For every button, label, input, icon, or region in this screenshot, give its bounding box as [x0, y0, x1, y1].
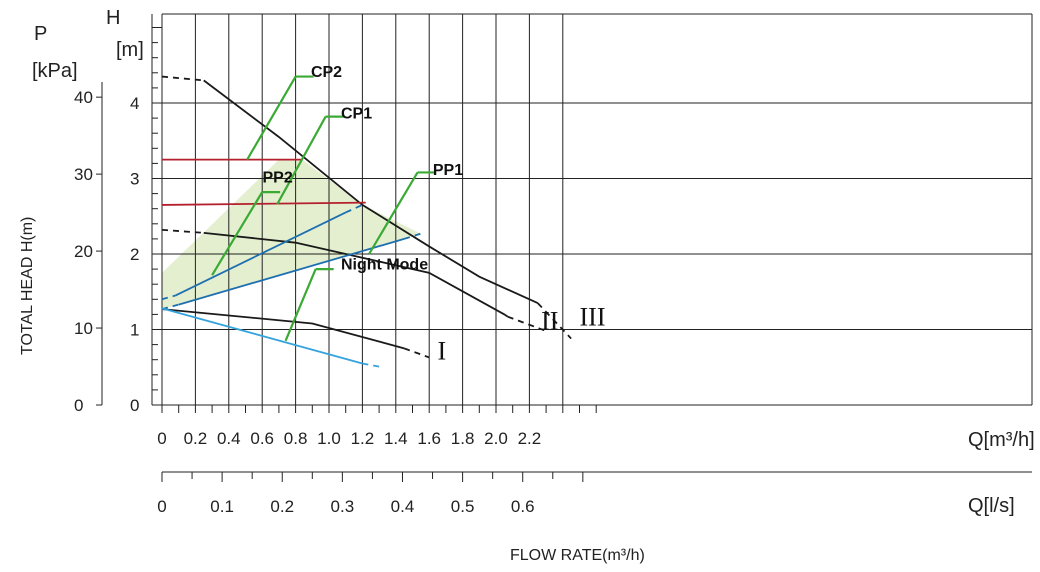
- x-primary-axis-label: Q[m³/h]: [968, 429, 1035, 451]
- series-night-mode-line: [161, 307, 363, 365]
- x-secondary-tick-label: 0.4: [391, 497, 415, 516]
- annotation-night-mode-leader: [284, 268, 317, 342]
- x-primary-tick-label: 1.4: [384, 429, 408, 448]
- operating-region: [162, 159, 421, 310]
- annotation-cp1-leader: [276, 116, 327, 205]
- annotation-cp2-label: CP2: [311, 64, 342, 81]
- x-primary-tick-label: 0: [157, 429, 166, 448]
- y-axis-title: TOTAL HEAD H(m): [19, 217, 36, 355]
- x-secondary-tick-label: 0.5: [451, 497, 475, 516]
- head-axis-unit: [m]: [116, 39, 144, 61]
- series-ii-dashed-segment: [161, 228, 204, 234]
- series-ii-line: [203, 231, 509, 318]
- x-secondary-tick-label: 0.2: [270, 497, 294, 516]
- x-axis-title: FLOW RATE(m³/h): [510, 547, 645, 564]
- pressure-tick-label: 10: [74, 319, 93, 338]
- annotation-pp1-leader: [368, 171, 419, 255]
- head-tick-label: 3: [130, 170, 139, 189]
- x-primary-tick-label: 1.2: [351, 429, 375, 448]
- curve-label-ii: II: [541, 307, 558, 336]
- x-secondary-tick-label: 0.3: [331, 497, 355, 516]
- series-iii-dashed-segment: [161, 75, 204, 82]
- head-tick-label: 1: [130, 321, 139, 340]
- curve-label-i: I: [438, 337, 447, 366]
- series-cp1-line: [161, 201, 366, 206]
- operating-region-layer: [162, 159, 421, 310]
- annotation-pp2-label: PP2: [263, 170, 293, 187]
- head-tick-label: 0: [130, 396, 139, 415]
- x-primary-tick-label: 0.6: [250, 429, 274, 448]
- x-primary-tick-label: 1.8: [451, 429, 475, 448]
- series-pp1-dashed-segment: [403, 232, 422, 240]
- series-pp1-line: [178, 238, 405, 306]
- series-pp2-dashed-segment: [345, 204, 363, 214]
- x-primary-tick-label: 0.2: [184, 429, 208, 448]
- head-axis-symbol: H: [106, 7, 120, 29]
- curve-label-iii: III: [580, 303, 606, 332]
- series-ii-tail-dashed-segment: [507, 315, 547, 332]
- x-primary-tick-label: 2.2: [518, 429, 542, 448]
- x-primary-tick-label: 1.6: [417, 429, 441, 448]
- pressure-tick-label: 40: [74, 88, 93, 107]
- pressure-axis-unit: [kPa]: [32, 60, 78, 82]
- annotation-night-mode-label: Night Mode: [341, 256, 428, 273]
- head-tick-label: 2: [130, 245, 139, 264]
- x-primary-tick-label: 0.8: [284, 429, 308, 448]
- x-secondary-axis-label: Q[l/s]: [968, 495, 1015, 517]
- x-secondary-tick-label: 0.6: [511, 497, 535, 516]
- series-pp2-line: [174, 211, 347, 297]
- series-night-mode-dashed-segment: [362, 362, 383, 369]
- grid-layer: [161, 13, 1033, 405]
- x-primary-tick-label: 1.0: [317, 429, 341, 448]
- pressure-tick-label: 20: [74, 242, 93, 261]
- x-secondary-tick-label: 0.1: [210, 497, 234, 516]
- pressure-tick-label: 0: [74, 396, 83, 415]
- series-iii-tail-dashed-segment: [537, 302, 572, 340]
- x-primary-tick-label: 2.0: [484, 429, 508, 448]
- annotation-pp2-leader: [211, 191, 264, 276]
- annotation-cp1-label: CP1: [341, 105, 372, 122]
- x-secondary-tick-label: 0: [157, 497, 166, 516]
- annotation-pp1-label: PP1: [433, 162, 463, 179]
- x-primary-tick-label: 0.4: [217, 429, 241, 448]
- pressure-axis-symbol: P: [34, 23, 47, 45]
- series-pp2-dashed-segment: [161, 294, 176, 301]
- annotation-cp2-leader: [246, 76, 297, 161]
- head-tick-label: 4: [130, 94, 139, 113]
- series-i-line: [161, 308, 405, 350]
- pressure-tick-label: 30: [74, 165, 93, 184]
- series-i-dashed-segment: [403, 347, 430, 359]
- series-layer: [161, 75, 572, 369]
